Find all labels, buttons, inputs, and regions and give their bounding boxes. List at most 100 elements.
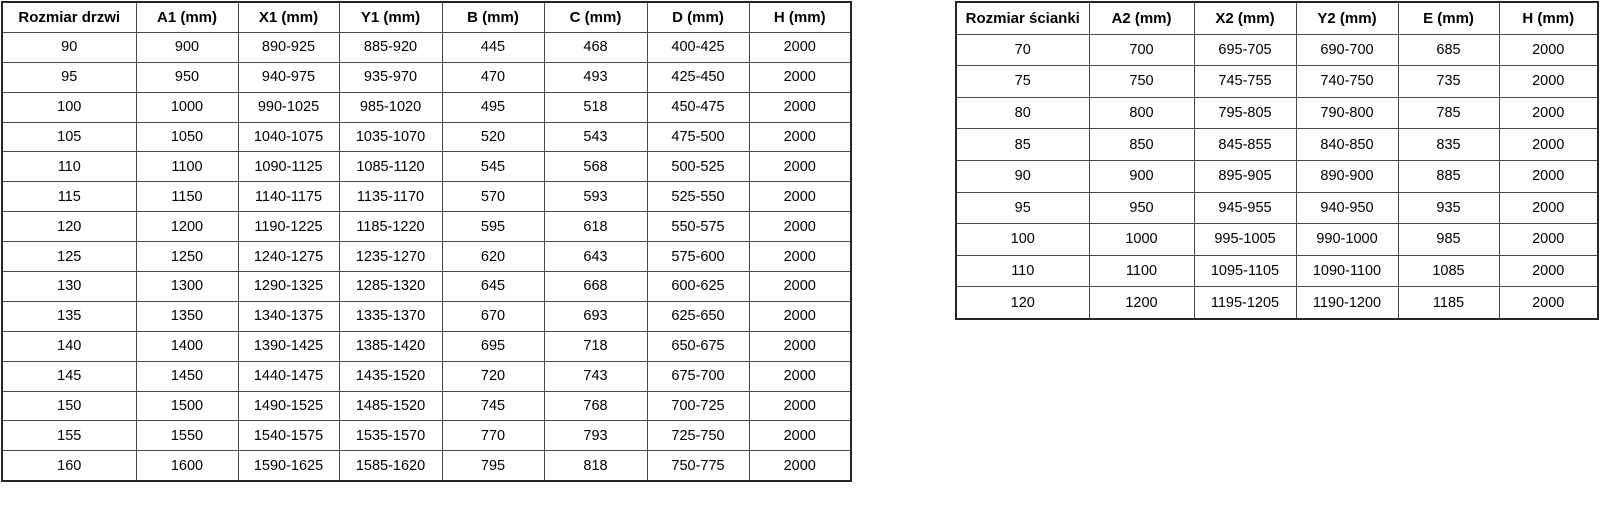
table-cell: 105	[1, 121, 137, 153]
table-cell: 85	[955, 128, 1090, 161]
table-cell: 2000	[748, 61, 852, 93]
table-cell: 1350	[135, 300, 239, 332]
table-cell: 890-900	[1295, 159, 1399, 193]
table-cell: 80	[955, 96, 1090, 130]
table-cell: 1000	[135, 91, 239, 123]
table-cell: 160	[1, 450, 137, 482]
table-cell: 743	[543, 360, 648, 392]
table-cell: 785	[1397, 96, 1500, 130]
column-header: H (mm)	[748, 1, 852, 33]
table-cell: 2000	[1498, 128, 1599, 161]
table-cell: 1300	[135, 271, 239, 302]
table-cell: 700	[1088, 33, 1195, 67]
table-row: 125 1250 1240-1275 1235-1270 620 643 575-600 20…	[1, 241, 852, 273]
table-cell: 2000	[1498, 65, 1599, 98]
table-cell: 625-650	[646, 300, 750, 332]
table-cell: 990-1000	[1295, 223, 1399, 256]
table-cell: 1150	[135, 181, 239, 213]
table-cell: 1135-1170	[338, 181, 443, 213]
table-cell: 1490-1525	[237, 390, 340, 422]
table-cell: 985	[1397, 223, 1500, 256]
table-cell: 2000	[748, 420, 852, 452]
header-row: Rozmiar drzwi A1 (mm) X1 (mm) Y1 (mm) B (mm)…	[1, 1, 852, 33]
table-cell: 795-805	[1193, 96, 1297, 130]
table-cell: 135	[1, 300, 137, 332]
table-row: 90 900 895-905 890-900 885 2000	[955, 159, 1599, 193]
table-cell: 425-450	[646, 61, 750, 93]
table-cell: 1250	[135, 241, 239, 273]
table-cell: 1450	[135, 360, 239, 392]
table-cell: 675-700	[646, 360, 750, 392]
table-cell: 645	[441, 271, 545, 302]
table-cell: 595	[441, 211, 545, 243]
table-cell: 940-950	[1295, 191, 1399, 225]
table-cell: 95	[1, 61, 137, 93]
table-cell: 1100	[1088, 254, 1195, 288]
table-cell: 570	[441, 181, 545, 213]
table-cell: 700-725	[646, 390, 750, 422]
table-cell: 468	[543, 31, 648, 63]
table-row: 160 1600 1590-1625 1585-1620 795 818 750-775 20…	[1, 450, 852, 482]
table-row: 150 1500 1490-1525 1485-1520 745 768 700-725 20…	[1, 390, 852, 422]
table-row: 110 1100 1090-1125 1085-1120 545 568 500-525 20…	[1, 151, 852, 183]
table-cell: 770	[441, 420, 545, 452]
table-cell: 618	[543, 211, 648, 243]
wall-sizes-table: Rozmiar ścianki A2 (mm) X2 (mm) Y2 (mm) E (m…	[955, 1, 1599, 320]
table-cell: 643	[543, 241, 648, 273]
table-cell: 575-600	[646, 241, 750, 273]
table-cell: 2000	[748, 121, 852, 153]
table-cell: 1235-1270	[338, 241, 443, 273]
table-cell: 1000	[1088, 223, 1195, 256]
table-cell: 1050	[135, 121, 239, 153]
table-cell: 1100	[135, 151, 239, 183]
column-header: Y2 (mm)	[1295, 1, 1399, 35]
table-cell: 720	[441, 360, 545, 392]
table-cell: 140	[1, 330, 137, 362]
table-cell: 2000	[1498, 96, 1599, 130]
table-cell: 75	[955, 65, 1090, 98]
table-cell: 945-955	[1193, 191, 1297, 225]
table-cell: 150	[1, 390, 137, 422]
table-cell: 695	[441, 330, 545, 362]
table-cell: 840-850	[1295, 128, 1399, 161]
table-cell: 818	[543, 450, 648, 482]
table-cell: 693	[543, 300, 648, 332]
table-row: 155 1550 1540-1575 1535-1570 770 793 725-750 20…	[1, 420, 852, 452]
table-cell: 725-750	[646, 420, 750, 452]
table-cell: 745-755	[1193, 65, 1297, 98]
table-row: 120 1200 1195-1205 1190-1200 1185 2000	[955, 286, 1599, 320]
table-row: 95 950 945-955 940-950 935 2000	[955, 191, 1599, 225]
table-cell: 985-1020	[338, 91, 443, 123]
table-row: 115 1150 1140-1175 1135-1170 570 593 525-550 20…	[1, 181, 852, 213]
table-cell: 1285-1320	[338, 271, 443, 302]
table-cell: 500-525	[646, 151, 750, 183]
table-cell: 1195-1205	[1193, 286, 1297, 320]
table-cell: 1440-1475	[237, 360, 340, 392]
table-cell: 2000	[748, 450, 852, 482]
table-cell: 400-425	[646, 31, 750, 63]
table-cell: 790-800	[1295, 96, 1399, 130]
column-header: X1 (mm)	[237, 1, 340, 33]
table-cell: 518	[543, 91, 648, 123]
table-cell: 593	[543, 181, 648, 213]
column-header: H (mm)	[1498, 1, 1599, 35]
table-cell: 125	[1, 241, 137, 273]
column-header: A2 (mm)	[1088, 1, 1195, 35]
table-cell: 450-475	[646, 91, 750, 123]
table-cell: 850	[1088, 128, 1195, 161]
table-row: 105 1050 1040-1075 1035-1070 520 543 475-500 20…	[1, 121, 852, 153]
table-cell: 1190-1225	[237, 211, 340, 243]
table-cell: 115	[1, 181, 137, 213]
table-row: 110 1100 1095-1105 1090-1100 1085 2000	[955, 254, 1599, 288]
table-row: 95 950 940-975 935-970 470 493 425-450 2000	[1, 61, 852, 93]
table-cell: 895-905	[1193, 159, 1297, 193]
table-cell: 90	[1, 31, 137, 63]
table-row: 80 800 795-805 790-800 785 2000	[955, 96, 1599, 130]
table-cell: 685	[1397, 33, 1500, 67]
table-cell: 1485-1520	[338, 390, 443, 422]
table-cell: 2000	[748, 330, 852, 362]
table-cell: 935-970	[338, 61, 443, 93]
column-header: Rozmiar ścianki	[955, 1, 1090, 35]
table-cell: 1400	[135, 330, 239, 362]
